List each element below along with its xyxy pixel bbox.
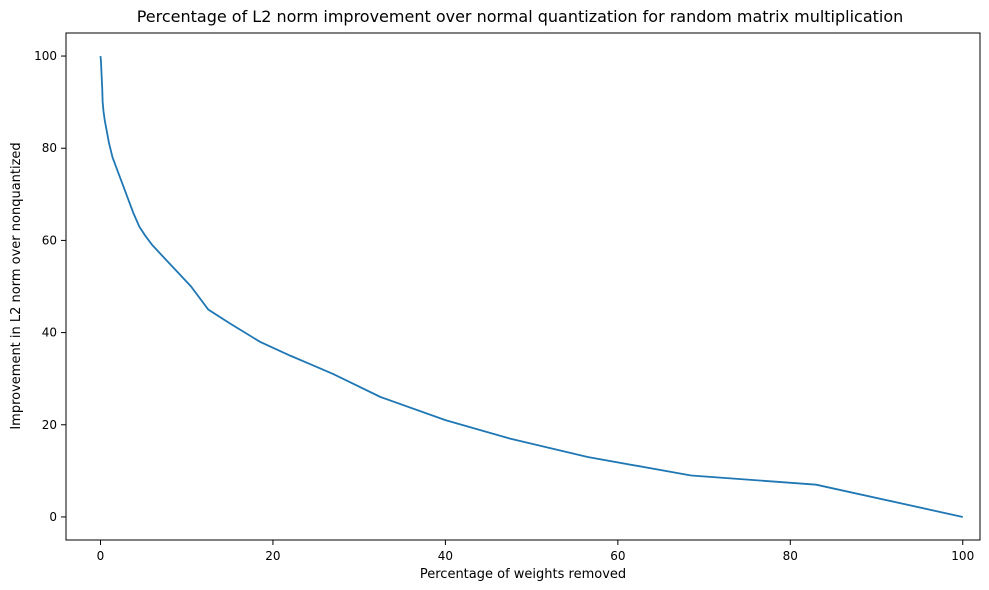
x-tick-label: 80: [783, 549, 798, 563]
y-axis-ticks: 0 20 40 60 80 100: [34, 49, 66, 524]
x-tick-label: 40: [438, 549, 453, 563]
series-line: [99, 55, 963, 518]
y-axis-label: Improvement in L2 norm over nonquantized: [9, 142, 24, 429]
x-axis-label: Percentage of weights removed: [420, 567, 626, 582]
plot-frame: [65, 32, 981, 541]
y-tick-label: 100: [34, 49, 57, 63]
x-tick-label: 20: [265, 549, 280, 563]
x-tick-label: 100: [951, 549, 974, 563]
y-tick-label: 60: [42, 233, 57, 247]
chart-title: Percentage of L2 norm improvement over n…: [137, 7, 904, 26]
y-tick-label: 20: [42, 418, 57, 432]
x-axis-ticks: 0 20 40 60 80 100: [97, 540, 974, 563]
y-tick-label: 80: [42, 141, 57, 155]
x-tick-label: 0: [97, 549, 105, 563]
y-tick-label: 40: [42, 326, 57, 340]
y-tick-label: 0: [49, 510, 57, 524]
x-tick-label: 60: [610, 549, 625, 563]
